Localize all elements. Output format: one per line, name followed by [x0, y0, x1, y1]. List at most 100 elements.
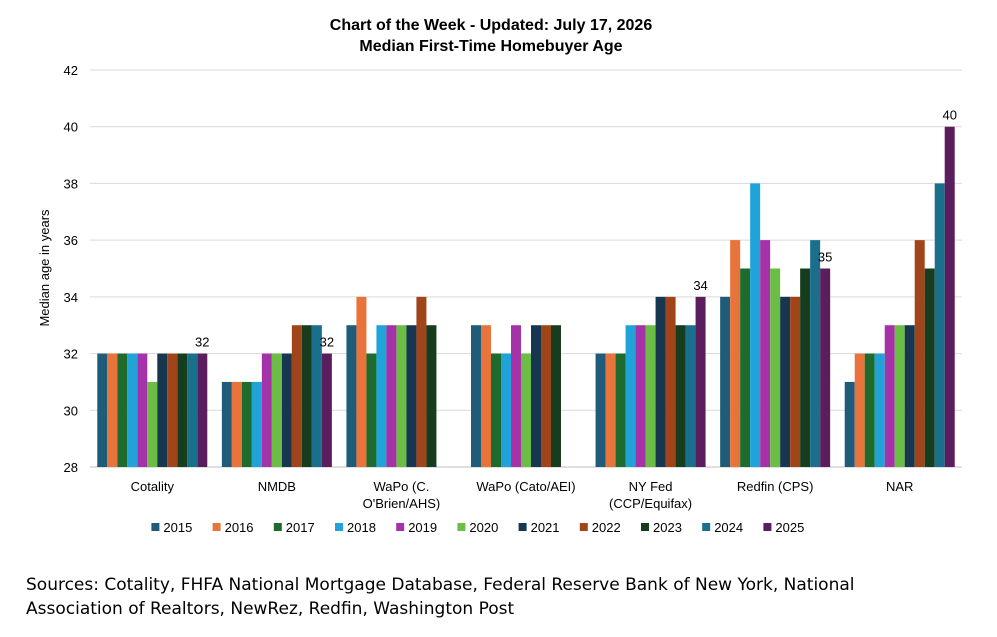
bar-2018-cat-3: [501, 353, 511, 467]
legend-swatch: [518, 523, 527, 531]
legend-swatch: [579, 523, 588, 531]
bar-2018-cat-1: [251, 381, 262, 467]
bar-2021-cat-1: [281, 353, 292, 467]
bar-2016-cat-1: [231, 381, 242, 467]
bar-2023-cat-4: [675, 325, 686, 467]
bar-2022-cat-5: [790, 296, 801, 467]
bar-2015-cat-0: [97, 353, 108, 467]
legend-swatch: [151, 523, 160, 531]
x-tick-label: Redfin (CPS): [737, 479, 814, 494]
bar-2019-cat-4: [635, 325, 646, 467]
bar-2024-cat-4: [685, 325, 696, 467]
legend-item-2017: 2017: [273, 520, 315, 535]
legend-item-2025: 2025: [763, 520, 804, 535]
sources-line-2: Association of Realtors, NewRez, Redfin,…: [26, 599, 515, 619]
bar-2016-cat-6: [854, 353, 865, 467]
bar-2015-cat-2: [346, 325, 357, 467]
legend-item-2024: 2024: [702, 520, 743, 535]
bar-2018-cat-0: [127, 353, 138, 467]
legend-label: 2018: [347, 520, 376, 535]
bar-2024-cat-1: [311, 325, 322, 467]
x-tick-label: WaPo (C. O'Brien/AHS): [363, 479, 441, 511]
bar-2017-cat-5: [740, 268, 751, 467]
bar-2021-cat-6: [904, 325, 915, 467]
bar-2020-cat-2: [396, 325, 407, 467]
bar-2017-cat-4: [615, 353, 626, 467]
data-label: 32: [320, 335, 334, 350]
bar-2023-cat-1: [301, 325, 312, 467]
legend-swatch: [273, 523, 282, 531]
bar-2025-cat-6: [944, 126, 955, 467]
legend-item-2022: 2022: [579, 520, 621, 535]
x-tick-label: NMDB: [258, 479, 296, 494]
y-tick-label: 30: [64, 403, 78, 418]
bar-2022-cat-3: [541, 325, 551, 467]
y-tick-label: 34: [64, 290, 78, 305]
bar-2019-cat-3: [511, 325, 521, 467]
bar-2022-cat-2: [416, 296, 427, 467]
bar-2024-cat-6: [934, 183, 945, 467]
sources-line-1: Sources: Cotality, FHFA National Mortgag…: [26, 575, 855, 595]
bar-2021-cat-3: [531, 325, 541, 467]
bar-2020-cat-5: [770, 268, 781, 467]
y-tick-label: 32: [64, 347, 78, 362]
x-tick-label: NY Fed (CCP/Equifax): [609, 479, 692, 511]
bar-2018-cat-6: [874, 353, 885, 467]
legend-item-2023: 2023: [641, 520, 682, 535]
legend-item-2019: 2019: [396, 520, 437, 535]
bar-2016-cat-0: [107, 353, 118, 467]
legend-swatch: [457, 523, 466, 531]
bar-2022-cat-4: [665, 296, 676, 467]
x-axis-ticks: Cotality NMDB WaPo (C. O'Brien/AHS) WaPo (Ca…: [131, 479, 914, 511]
bar-2020-cat-0: [147, 381, 158, 467]
bar-2020-cat-6: [894, 325, 905, 467]
sources-note: Sources: Cotality, FHFA National Mortgag…: [26, 573, 966, 621]
bar-2025-cat-0: [197, 353, 208, 467]
legend-swatch: [702, 523, 711, 531]
bar-2023-cat-0: [177, 353, 188, 467]
bar-2023-cat-5: [800, 268, 811, 467]
chart-title: Chart of the Week - Updated: July 17, 20…: [330, 17, 653, 34]
legend-label: 2015: [163, 520, 192, 535]
y-tick-label: 40: [64, 120, 78, 135]
bar-2024-cat-5: [810, 240, 821, 467]
bar-2015-cat-5: [720, 296, 731, 467]
data-labels: 32 32 34 35 40: [195, 108, 957, 350]
bar-2022-cat-6: [914, 240, 925, 467]
legend-label: 2017: [286, 520, 315, 535]
bar-2020-cat-3: [521, 353, 531, 467]
legend-label: 2024: [714, 520, 743, 535]
x-tick-label: NAR: [886, 479, 913, 494]
legend-swatch: [396, 523, 405, 531]
data-label: 35: [818, 250, 832, 265]
y-axis-label: Median age in years: [37, 209, 52, 327]
legend-label: 2019: [408, 520, 437, 535]
x-tick-label: WaPo (Cato/AEI): [476, 479, 575, 494]
bar-2015-cat-1: [221, 381, 232, 467]
legend-swatch: [763, 523, 772, 531]
y-tick-label: 38: [64, 176, 78, 191]
bar-2017-cat-3: [491, 353, 501, 467]
legend-label: 2020: [469, 520, 498, 535]
bar-2024-cat-0: [187, 353, 198, 467]
bar-2022-cat-0: [167, 353, 178, 467]
bars: [97, 126, 955, 467]
legend: 2015 2016 2017 2018 2019 2020 2021 2022 2023 2024…: [151, 520, 804, 535]
bar-2023-cat-2: [426, 325, 437, 467]
data-label: 32: [195, 335, 209, 350]
legend-label: 2021: [531, 520, 560, 535]
bar-2017-cat-0: [117, 353, 128, 467]
x-tick-label: Cotality: [131, 479, 175, 494]
legend-item-2018: 2018: [335, 520, 376, 535]
bar-2019-cat-2: [386, 325, 397, 467]
data-label: 34: [693, 278, 707, 293]
legend-swatch: [212, 523, 221, 531]
legend-item-2020: 2020: [457, 520, 498, 535]
bar-2016-cat-5: [730, 240, 741, 467]
y-tick-label: 36: [64, 233, 78, 248]
bar-2023-cat-6: [924, 268, 935, 467]
bar-2019-cat-6: [884, 325, 895, 467]
bar-2016-cat-3: [481, 325, 491, 467]
legend-item-2016: 2016: [212, 520, 254, 535]
bar-2017-cat-1: [241, 381, 252, 467]
